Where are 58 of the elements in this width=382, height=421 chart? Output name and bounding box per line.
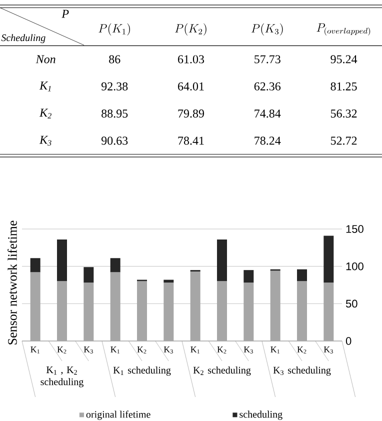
x-tick-label: K$_{2}$ [57, 346, 66, 354]
bar [110, 258, 120, 272]
x-tick-label: K$_{3}$ [324, 346, 333, 354]
text: K$_{2}$ scheduling [193, 366, 251, 376]
bar [244, 270, 254, 283]
data-label: 92.38 [101, 82, 128, 91]
y-tick-label: 150 [346, 225, 364, 233]
x-tick-label: K$_{1}$ [270, 346, 280, 354]
y-axis-title: Sensor network lifetime [8, 220, 17, 344]
data-label: 52.72 [330, 136, 357, 145]
x-tick-label: K$_{3}$ [164, 346, 173, 354]
x-tick-label: K$_{2}$ [217, 346, 226, 354]
data-label: 62.36 [254, 82, 281, 90]
bar [30, 258, 40, 272]
data-label: 81.25 [330, 82, 357, 91]
data-label: 61.03 [178, 55, 204, 64]
bar [84, 267, 94, 283]
y-tick-label: K$_{3}$ [39, 136, 52, 146]
x-tick-label: $P(K_{2})$ [175, 23, 206, 36]
data-label: 78.41 [178, 136, 204, 145]
y-tick-label: 100 [346, 262, 364, 270]
x-tick-label: K$_{3}$ [244, 346, 253, 354]
text: K$_{3}$ scheduling [273, 366, 331, 376]
data-label: 95.24 [330, 55, 358, 64]
data-label: 57.73 [254, 55, 280, 64]
x-tick-label: $P(K_{1})$ [98, 23, 130, 36]
legend-label: scheduling [240, 410, 282, 420]
x-tick-label: K$_{2}$ [297, 346, 306, 354]
y-tick-label: K$_{1}$ [39, 82, 51, 92]
data-label: 90.63 [101, 136, 128, 145]
x-tick-label: $P_{(overlapped)}$ [316, 23, 370, 36]
legend-label: original lifetime [86, 410, 150, 420]
data-label: 56.32 [330, 110, 357, 118]
x-tick-label: $P(K_{3})$ [251, 23, 283, 36]
data-label: 64.01 [178, 82, 204, 91]
x-tick-label: K$_{3}$ [84, 346, 93, 354]
bar [56, 239, 67, 282]
y-tick-label: Non [36, 55, 56, 64]
x-axis-title: P [62, 10, 69, 18]
y-axis-title: Scheduling [1, 34, 46, 44]
x-tick-label: K$_{1}$ [190, 346, 200, 354]
y-tick-label: K$_{2}$ [39, 108, 52, 118]
text: K$_{1}$ scheduling [113, 366, 171, 376]
data-label: 79.89 [178, 110, 204, 118]
bar [296, 269, 307, 282]
bar [164, 280, 174, 283]
x-tick-label: K$_{2}$ [137, 346, 146, 354]
data-label: 88.95 [102, 110, 128, 118]
y-tick-label: 0 [346, 337, 352, 345]
x-tick-label: K$_{1}$ [110, 346, 120, 354]
data-label: 86 [109, 55, 120, 64]
text: K$_{1}$ , K$_{2}$ scheduling [40, 366, 84, 388]
data-label: 74.84 [254, 110, 281, 118]
bar [216, 239, 227, 282]
data-label: 78.24 [254, 136, 281, 145]
x-tick-label: K$_{1}$ [30, 346, 40, 354]
bar [324, 236, 334, 283]
y-tick-label: 50 [346, 300, 358, 308]
